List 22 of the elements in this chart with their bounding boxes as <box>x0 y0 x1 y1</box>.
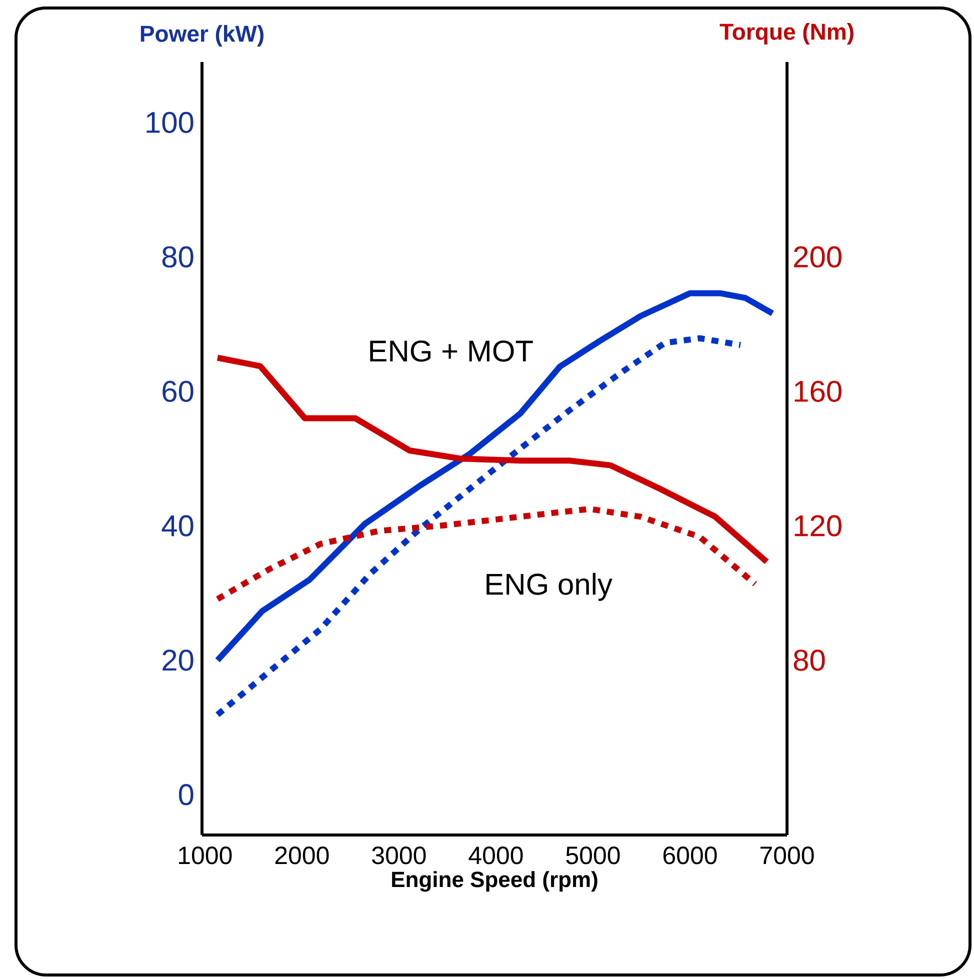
y-tick-label: 0 <box>178 784 194 806</box>
x-tick-label: 4000 <box>468 846 523 864</box>
y2-axis-title: Torque (Nm) <box>720 23 854 44</box>
y2-tick-label: 80 <box>794 650 825 671</box>
y2-tick-label: 200 <box>794 246 842 268</box>
x-tick-label: 7000 <box>760 846 814 864</box>
annotation: ENG only <box>486 572 612 601</box>
x-axis-title: Engine Speed (rpm) <box>392 871 598 892</box>
y2-tick-label: 160 <box>794 380 842 402</box>
y-axis-title: Power (kW) <box>140 25 264 46</box>
x-tick-label: 6000 <box>663 846 717 864</box>
y-tick-label: 20 <box>162 650 194 671</box>
y-tick-label: 80 <box>162 246 194 268</box>
x-tick-label: 1000 <box>179 846 232 864</box>
annotation: ENG + MOT <box>370 340 533 362</box>
x-tick-label: 2000 <box>275 846 329 864</box>
x-tick-label: 3000 <box>372 846 426 864</box>
y-tick-label: 40 <box>162 515 194 536</box>
x-tick-label: 5000 <box>566 846 620 864</box>
y-tick-label: 60 <box>162 380 194 402</box>
y-tick-label: 100 <box>146 112 194 134</box>
y2-tick-label: 120 <box>794 515 842 536</box>
